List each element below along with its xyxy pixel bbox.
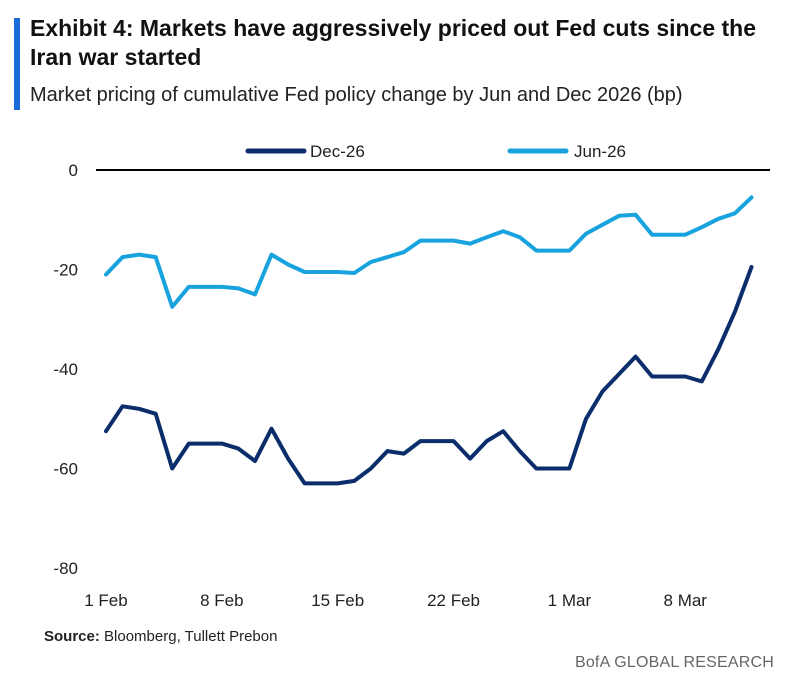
x-tick-label: 1 Feb	[84, 591, 127, 610]
chart-subtitle: Market pricing of cumulative Fed policy …	[30, 84, 683, 106]
brand-label: BofA GLOBAL RESEARCH	[574, 654, 774, 671]
series-line-jun-26	[104, 195, 754, 309]
title-accent-bar	[14, 18, 20, 110]
y-tick-label: 0	[69, 161, 78, 180]
y-tick-label: -40	[53, 360, 78, 379]
series-line-dec-26	[104, 265, 754, 486]
legend-label-jun-26: Jun-26	[574, 142, 626, 161]
y-tick-label: -80	[53, 559, 78, 578]
legend-label-dec-26: Dec-26	[310, 142, 365, 161]
page-title: Exhibit 4: Markets have aggressively pri…	[30, 15, 757, 70]
x-tick-label: 8 Feb	[200, 591, 243, 610]
x-tick-label: 15 Feb	[311, 591, 364, 610]
x-tick-label: 1 Mar	[548, 591, 592, 610]
source-text: Bloomberg, Tullett Prebon	[104, 628, 278, 645]
y-tick-label: -20	[53, 261, 78, 280]
y-tick-label: -60	[53, 460, 78, 479]
source-label: Source:	[44, 628, 100, 645]
x-tick-label: 22 Feb	[427, 591, 480, 610]
source-note: Source: Bloomberg, Tullett Prebon	[44, 628, 277, 645]
x-tick-label: 8 Mar	[664, 591, 708, 610]
